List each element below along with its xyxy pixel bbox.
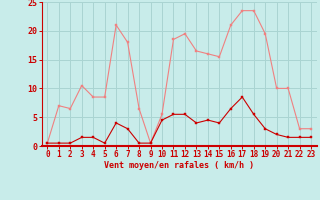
- X-axis label: Vent moyen/en rafales ( km/h ): Vent moyen/en rafales ( km/h ): [104, 161, 254, 170]
